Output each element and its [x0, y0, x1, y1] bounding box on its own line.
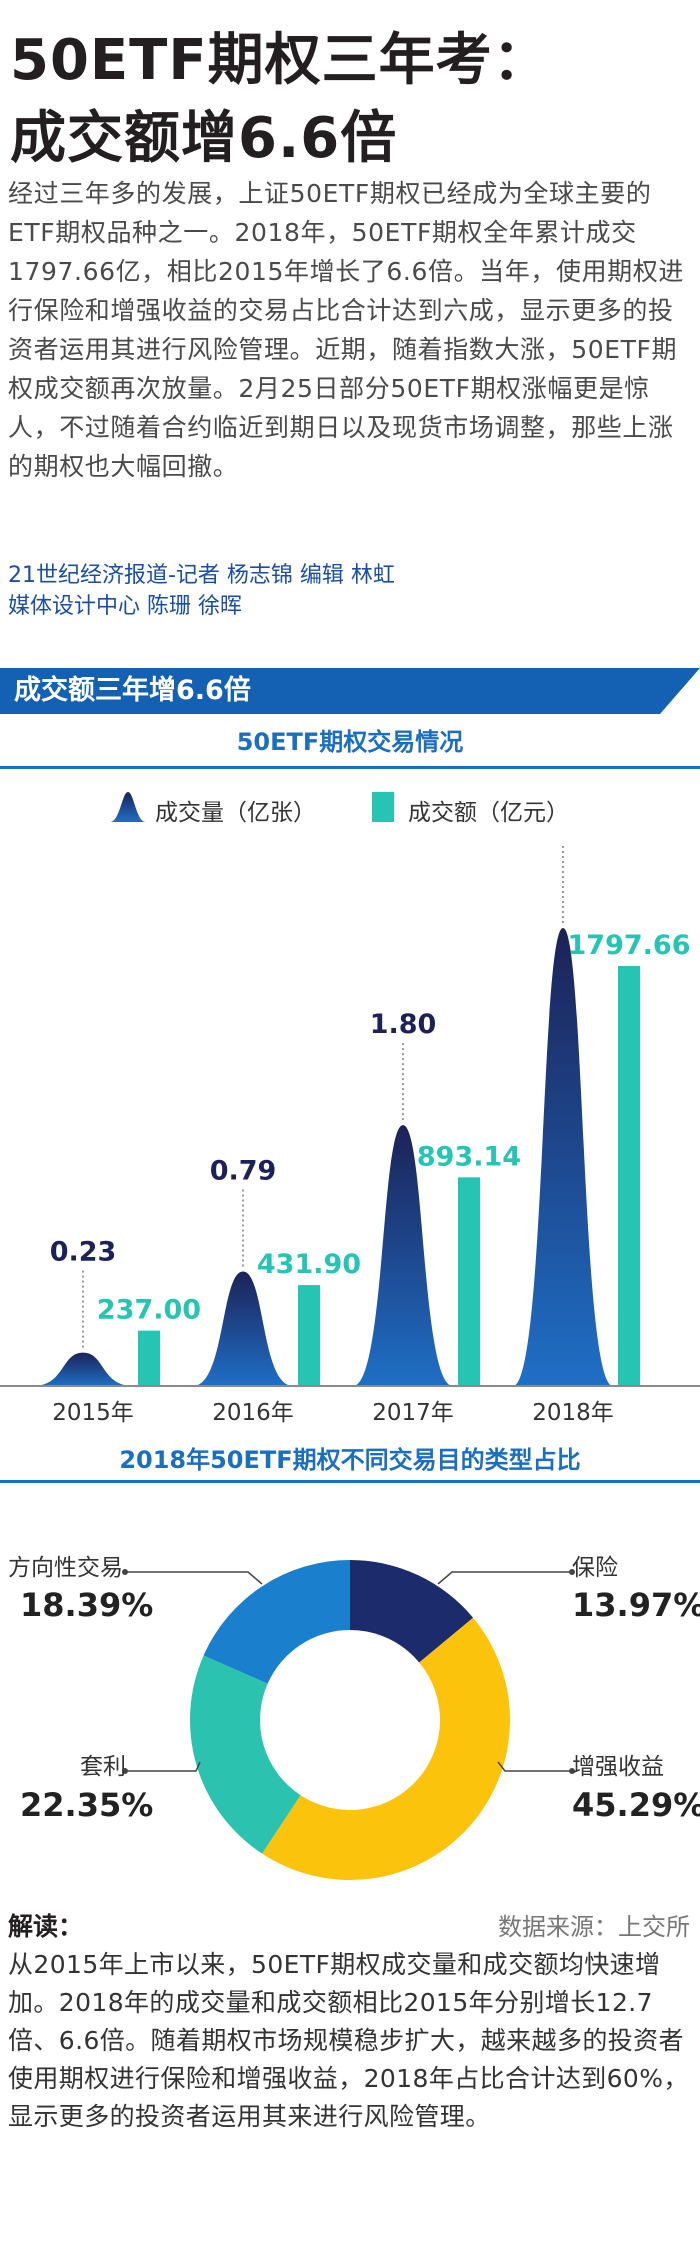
- donut-leader-2: [125, 1761, 201, 1772]
- interpretation-heading: 解读：: [8, 1912, 84, 1941]
- section-bar: 成交额三年增6.6倍: [0, 668, 700, 714]
- donut-slice-3: [203, 1560, 350, 1684]
- intro-paragraph: 经过三年多的发展，上证50ETF期权已经成为全球主要的ETF期权品种之一。201…: [8, 179, 684, 481]
- donut-pct-insurance: 13.97%: [572, 1586, 700, 1624]
- bar-chart-title: 50ETF期权交易情况: [236, 728, 464, 756]
- volume-bar-3: [513, 928, 613, 1386]
- volume-bar-1: [193, 1271, 293, 1386]
- donut-chart-title-rule: [0, 1480, 700, 1483]
- volume-value-label-1: 0.79: [210, 1156, 277, 1187]
- volume-value-label-2: 1.80: [370, 1009, 437, 1040]
- headline-line-2: 成交额增6.6倍: [10, 106, 398, 171]
- turnover-value-label-2: 893.14: [417, 1141, 521, 1172]
- donut-label-arbitrage: 套利: [80, 1754, 126, 1780]
- donut-leader-dot-1: [569, 1569, 575, 1575]
- interpretation-text: 从2015年上市以来，50ETF期权成交量和成交额均快速增加。2018年的成交量…: [8, 1950, 689, 2131]
- donut-leader-dot-3: [569, 1768, 575, 1774]
- donut-label-directional: 方向性交易: [8, 1555, 123, 1581]
- volume-bar-2: [353, 1125, 453, 1386]
- donut-label-enhance: 增强收益: [572, 1754, 664, 1780]
- donut-label-insurance: 保险: [572, 1555, 618, 1581]
- section-bar-shape: [0, 668, 700, 714]
- turnover-value-label-1: 431.90: [257, 1249, 361, 1280]
- donut-leader-1: [437, 1571, 572, 1585]
- turnover-bar-3: [618, 966, 640, 1386]
- x-tick-label-3: 2018年: [532, 1400, 614, 1426]
- donut-slice-0: [350, 1560, 474, 1663]
- donut-slice-2: [190, 1655, 301, 1854]
- byline-design: 媒体设计中心 陈珊 徐晖: [8, 594, 242, 619]
- volume-value-label-3: 3.16: [530, 840, 597, 843]
- donut-leader-0: [125, 1571, 263, 1585]
- donut-chart: [122, 1560, 575, 1880]
- headline: 50ETF期权三年考： 成交额增6.6倍: [10, 22, 690, 178]
- donut-leader-dot-2: [122, 1768, 128, 1774]
- legend-turnover-swatch: [372, 792, 394, 822]
- bar-chart: 0.23 237.00 2015年 0.79 431.90 2016年 1.80 893.14…: [0, 840, 700, 1426]
- bar-chart-legend: 成交量（亿张） 成交额（亿元）: [0, 788, 700, 828]
- legend-volume-swatch: [110, 792, 146, 822]
- donut-leader-3: [497, 1761, 572, 1772]
- donut-leader-dot-0: [122, 1569, 128, 1575]
- donut-pct-enhance: 45.29%: [572, 1786, 700, 1824]
- turnover-value-label-0: 237.00: [97, 1295, 201, 1326]
- turnover-bar-1: [298, 1285, 320, 1386]
- byline-reporter: 21世纪经济报道-记者 杨志锦 编辑 林虹: [8, 563, 395, 588]
- donut-pct-arbitrage: 22.35%: [20, 1786, 154, 1824]
- turnover-bar-2: [458, 1177, 480, 1386]
- byline: 21世纪经济报道-记者 杨志锦 编辑 林虹 媒体设计中心 陈珊 徐晖: [8, 560, 698, 622]
- turnover-bar-0: [138, 1330, 160, 1386]
- section-title: 成交额三年增6.6倍: [14, 675, 251, 706]
- legend-volume-label: 成交量（亿张）: [155, 800, 316, 826]
- legend-turnover-label: 成交额（亿元）: [408, 800, 569, 826]
- data-source: 数据来源：上交所: [498, 1913, 690, 1941]
- x-tick-label-0: 2015年: [52, 1400, 134, 1426]
- volume-value-label-0: 0.23: [50, 1237, 117, 1268]
- donut-slice-1: [262, 1617, 511, 1880]
- bar-chart-title-rule: [0, 766, 700, 769]
- x-tick-label-1: 2016年: [212, 1400, 294, 1426]
- donut-chart-title: 2018年50ETF期权不同交易目的类型占比: [119, 1446, 581, 1474]
- volume-bar-0: [33, 1352, 133, 1386]
- turnover-value-label-3: 1797.66: [568, 930, 691, 961]
- x-tick-label-2: 2017年: [372, 1400, 454, 1426]
- donut-pct-directional: 18.39%: [20, 1586, 154, 1624]
- headline-line-1: 50ETF期权三年考：: [10, 28, 550, 93]
